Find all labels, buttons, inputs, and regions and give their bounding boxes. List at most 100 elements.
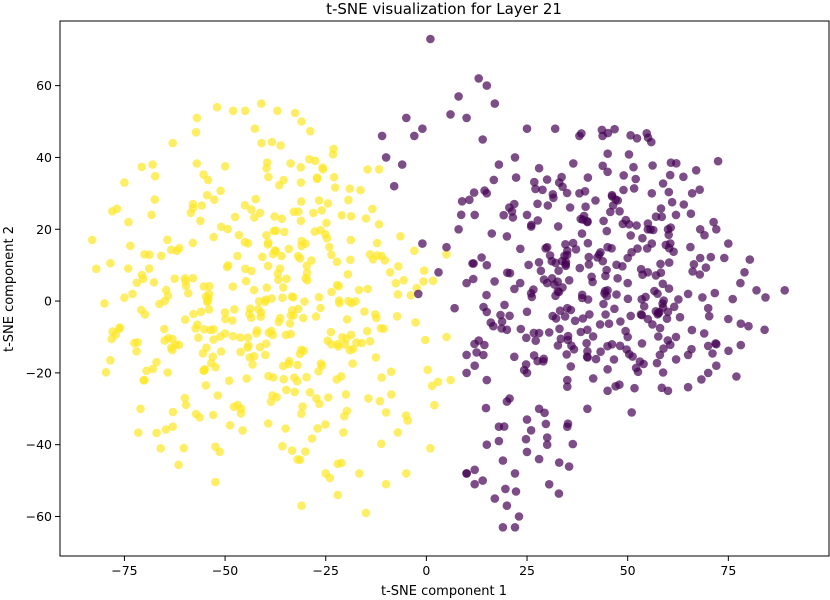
scatter-point [490, 494, 500, 503]
scatter-point [500, 300, 509, 310]
scatter-point [498, 523, 508, 532]
scatter-point [203, 175, 213, 185]
scatter-point [700, 230, 709, 240]
scatter-point [204, 305, 214, 314]
x-axis: −75 −50 −25 0 25 50 75 [111, 556, 736, 578]
scatter-point [618, 262, 627, 271]
scatter-point [446, 375, 455, 385]
scatter-point [344, 296, 353, 306]
scatter-point [365, 337, 375, 346]
scatter-point [584, 260, 594, 269]
scatter-point [300, 297, 309, 306]
scatter-point [683, 289, 693, 299]
scatter-point [270, 212, 279, 221]
scatter-point [637, 295, 646, 304]
scatter-point [295, 254, 305, 263]
scatter-point [479, 302, 488, 312]
scatter-point [664, 230, 673, 240]
scatter-point [115, 323, 125, 332]
scatter-point [361, 214, 371, 223]
scatter-point [595, 320, 605, 329]
scatter-point [531, 184, 540, 194]
scatter-point [236, 409, 246, 418]
scatter-point [542, 440, 552, 450]
scatter-point [361, 508, 371, 518]
scatter-point [630, 383, 639, 393]
scatter-point [363, 284, 373, 294]
scatter-point [679, 200, 689, 209]
scatter-point [332, 280, 342, 290]
scatter-point [334, 342, 343, 351]
scatter-point [325, 242, 334, 252]
x-tick-label: −75 [111, 563, 137, 578]
scatter-point [348, 359, 357, 368]
scatter-point [268, 391, 277, 400]
scatter-point [309, 208, 318, 218]
scatter-point [252, 326, 262, 335]
scatter-point [144, 264, 154, 273]
scatter-point [346, 255, 355, 265]
scatter-point [588, 332, 598, 341]
scatter-point [163, 291, 173, 301]
scatter-point [160, 324, 169, 334]
scatter-point [648, 320, 657, 329]
scatter-point [505, 268, 515, 278]
scatter-point [544, 480, 554, 489]
scatter-point [505, 311, 514, 321]
scatter-point [106, 258, 115, 268]
scatter-point [317, 361, 327, 371]
scatter-point [338, 333, 347, 342]
scatter-point [307, 434, 317, 443]
scatter-point [362, 326, 372, 336]
scatter-point [526, 426, 536, 435]
scatter-point [333, 490, 343, 500]
scatter-point [610, 304, 619, 314]
scatter-point [659, 344, 668, 353]
scatter-point [637, 310, 647, 320]
scatter-point [671, 210, 681, 220]
scatter-point [651, 271, 661, 280]
scatter-point [568, 238, 578, 248]
scatter-point [250, 213, 259, 222]
scatter-point [585, 310, 594, 319]
scatter-point [419, 277, 428, 286]
scatter-point [274, 317, 284, 327]
y-tick-label: 40 [36, 150, 52, 165]
y-tick-label: 60 [36, 78, 52, 93]
scatter-point [108, 327, 117, 336]
scatter-point [418, 239, 427, 248]
scatter-point [582, 338, 591, 348]
scatter-point [558, 182, 567, 192]
scatter-point [470, 465, 480, 475]
scatter-point [704, 311, 714, 321]
scatter-point [188, 238, 198, 248]
scatter-point [470, 339, 479, 349]
scatter-point [577, 129, 586, 138]
scatter-point [276, 141, 285, 150]
scatter-point [180, 315, 190, 324]
scatter-point [152, 357, 161, 367]
scatter-point [666, 239, 675, 248]
scatter-point [619, 185, 628, 195]
scatter-point [278, 441, 287, 451]
scatter-point [699, 329, 709, 338]
scatter-point [150, 195, 160, 204]
scatter-point [674, 295, 683, 304]
scatter-point [706, 252, 716, 262]
scatter-point [327, 287, 336, 297]
scatter-point [212, 102, 222, 112]
scatter-point [396, 232, 405, 241]
scatter-point [539, 275, 549, 284]
scatter-point [691, 166, 701, 175]
scatter-point [306, 126, 315, 136]
scatter-point [510, 523, 520, 532]
scatter-point [556, 334, 566, 344]
scatter-point [233, 400, 242, 410]
scatter-point [470, 479, 480, 489]
scatter-point [665, 170, 675, 180]
scatter-point [223, 224, 232, 234]
scatter-point [542, 175, 552, 184]
scatter-point [302, 372, 311, 382]
scatter-point [703, 341, 713, 351]
scatter-point [615, 341, 625, 351]
